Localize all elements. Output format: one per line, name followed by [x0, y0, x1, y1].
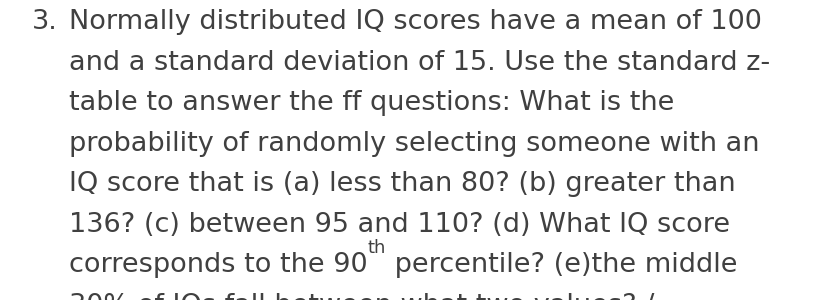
Text: probability of randomly selecting someone with an: probability of randomly selecting someon… — [69, 130, 758, 157]
Text: 136? (c) between 95 and 110? (d) What IQ score: 136? (c) between 95 and 110? (d) What IQ… — [69, 212, 729, 238]
Text: Normally distributed IQ scores have a mean of 100: Normally distributed IQ scores have a me… — [69, 9, 761, 35]
Text: percentile? (e)the middle: percentile? (e)the middle — [385, 252, 736, 278]
Text: and a standard deviation of 15. Use the standard z-: and a standard deviation of 15. Use the … — [69, 50, 769, 76]
Text: IQ score that is (a) less than 80? (b) greater than: IQ score that is (a) less than 80? (b) g… — [69, 171, 734, 197]
Text: 3.: 3. — [31, 9, 57, 35]
Text: th: th — [367, 238, 385, 256]
Text: corresponds to the 90: corresponds to the 90 — [69, 252, 367, 278]
Text: 30% of IQs fall between what two values? /: 30% of IQs fall between what two values?… — [69, 292, 653, 300]
Text: table to answer the ff questions: What is the: table to answer the ff questions: What i… — [69, 90, 673, 116]
